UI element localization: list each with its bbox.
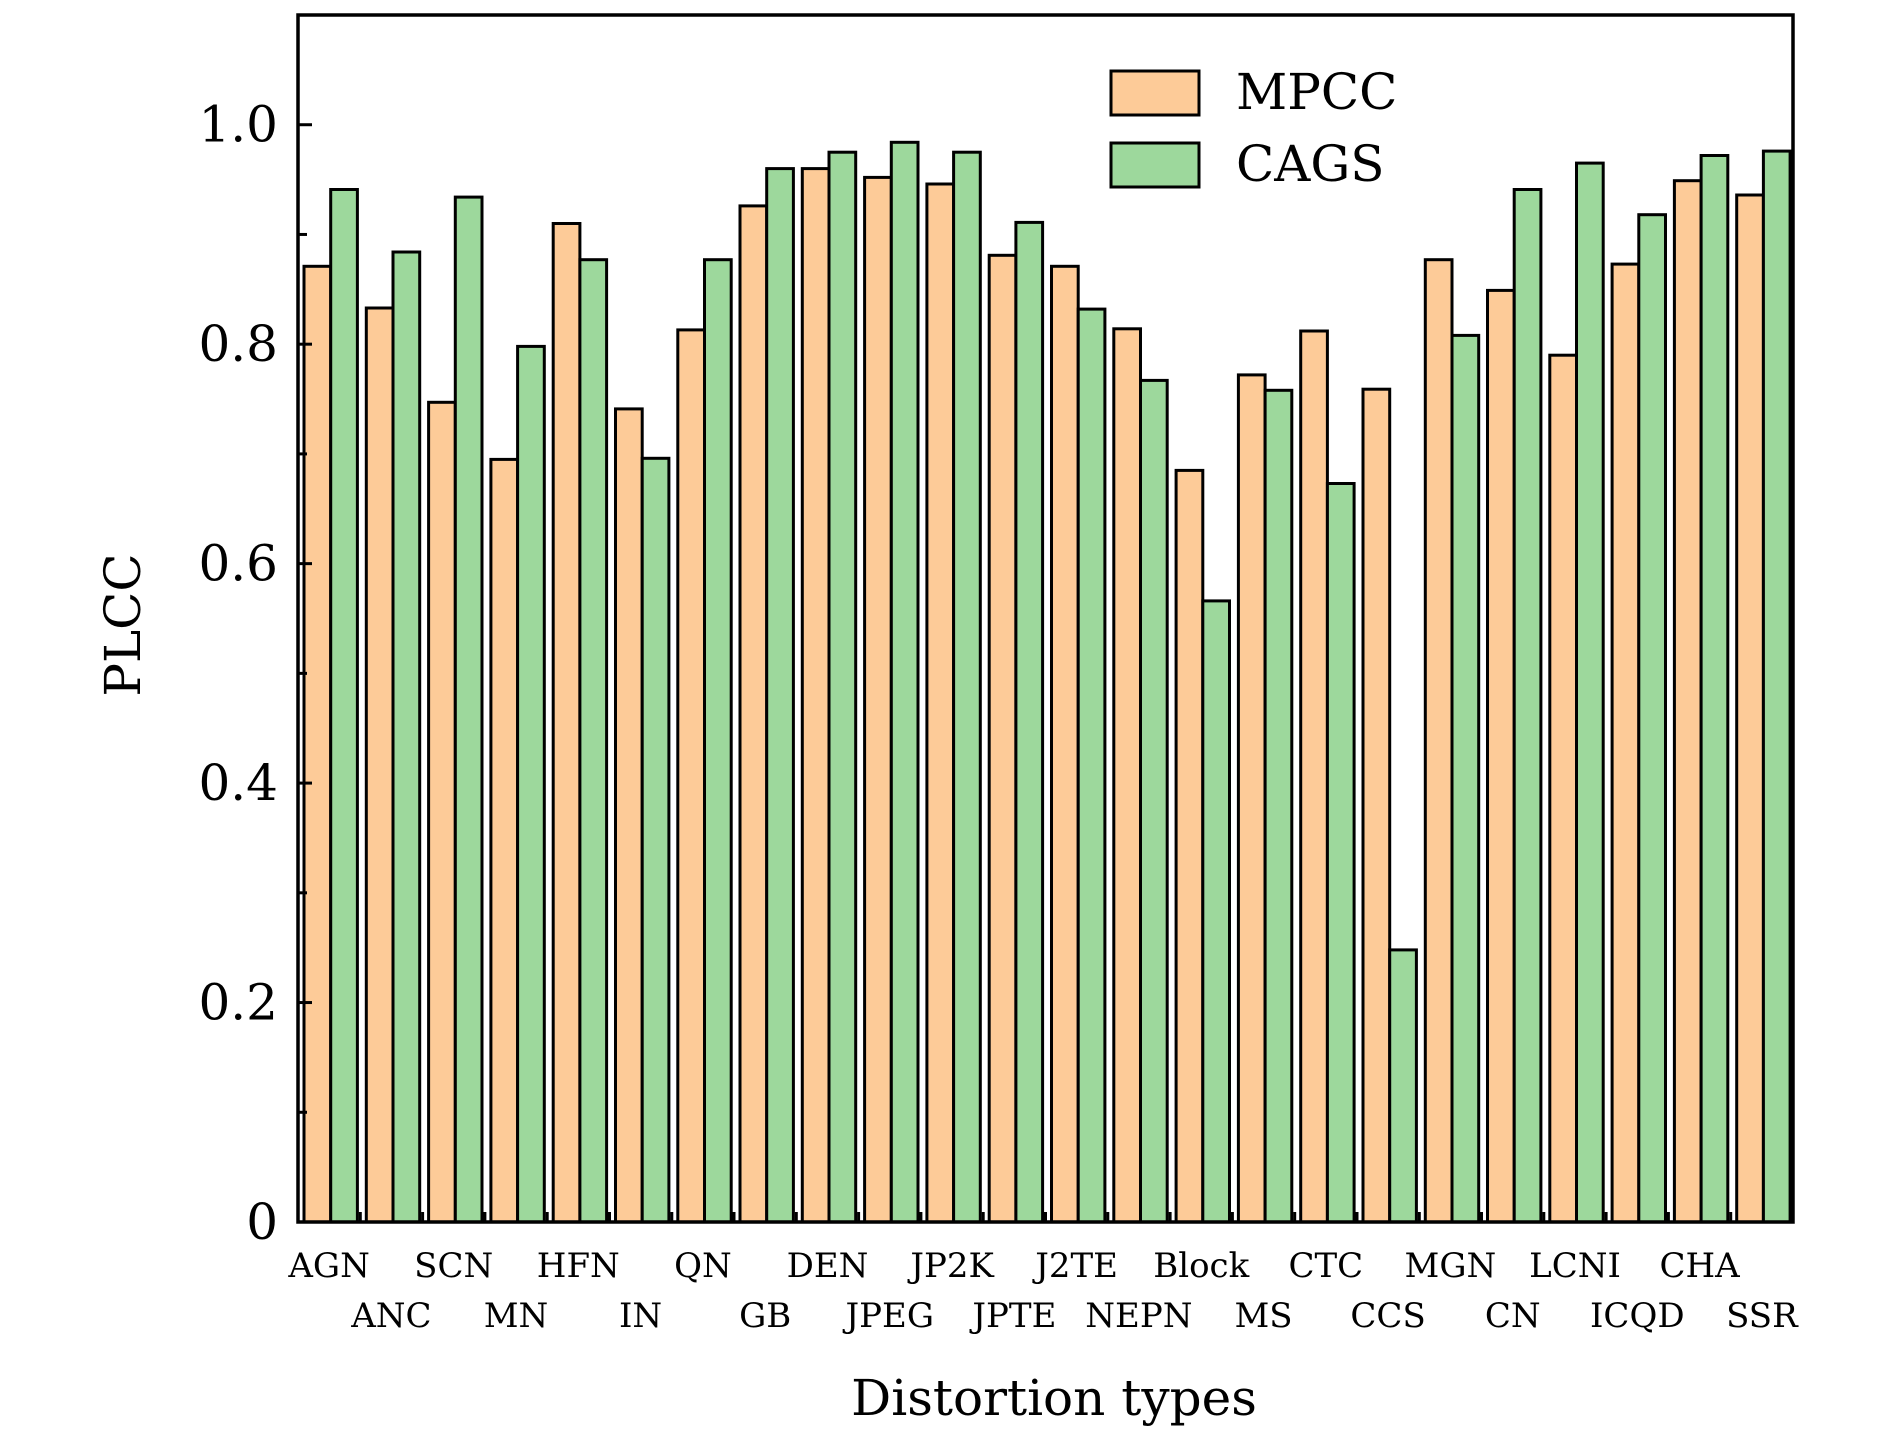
x-tick-label-cha: CHA	[1659, 1246, 1740, 1286]
bar-cags-ms	[1263, 388, 1294, 1224]
bar-cags-jpte	[1014, 220, 1045, 1224]
bar-mpcc-den	[800, 167, 831, 1224]
y-tick-label: 0.2	[198, 974, 278, 1032]
y-tick-label: 1.0	[198, 96, 278, 154]
bar-cags-mgn	[1450, 333, 1481, 1224]
x-tick-label-jpte: JPTE	[969, 1296, 1056, 1336]
x-tick-label-in: IN	[619, 1296, 662, 1336]
bar-mpcc-anc	[364, 306, 395, 1224]
x-tick-label-mgn: MGN	[1405, 1246, 1497, 1286]
bar-cags-ctc	[1325, 482, 1356, 1224]
bar-mpcc-ms	[1236, 373, 1267, 1224]
plot-frame	[296, 13, 1795, 1224]
x-tick-label-mn: MN	[484, 1296, 549, 1336]
legend-swatch-mpcc	[1109, 69, 1201, 117]
bar-cags-block	[1201, 599, 1232, 1224]
y-tick-label: 0.4	[198, 754, 278, 812]
x-tick-label-lcni: LCNI	[1529, 1246, 1621, 1286]
bar-mpcc-jpte	[987, 253, 1018, 1224]
bar-mpcc-qn	[676, 328, 706, 1224]
bar-cags-nepn	[1139, 378, 1169, 1224]
bar-mpcc-ssr	[1735, 193, 1765, 1224]
bar-mpcc-gb	[738, 204, 769, 1224]
bar-cags-gb	[765, 167, 795, 1224]
bar-cags-jpeg	[889, 140, 920, 1224]
x-tick-label-jpeg: JPEG	[843, 1296, 935, 1336]
y-tick-label: 0.6	[198, 535, 278, 593]
x-tick-label-agn: AGN	[287, 1246, 369, 1286]
x-tick-label-jp2k: JP2K	[907, 1246, 994, 1286]
x-tick-label-nepn: NEPN	[1085, 1296, 1192, 1336]
bar-cags-anc	[391, 250, 422, 1224]
x-tick-label-anc: ANC	[350, 1296, 431, 1336]
bar-cags-agn	[329, 188, 359, 1224]
x-tick-label-den: DEN	[787, 1246, 869, 1286]
bar-mpcc-ccs	[1361, 387, 1392, 1224]
x-tick-label-cn: CN	[1485, 1296, 1541, 1336]
x-tick-label-hfn: HFN	[537, 1246, 620, 1286]
bar-mpcc-mn	[489, 457, 520, 1224]
bar-cags-ssr	[1761, 149, 1792, 1224]
bar-mpcc-jpeg	[863, 175, 893, 1224]
bar-mpcc-hfn	[551, 222, 582, 1224]
y-ticks-layer: 0 0.2 0.4 0.6 0.8 1.0	[198, 96, 312, 1251]
bar-cags-mn	[516, 344, 546, 1224]
bar-mpcc-lcni	[1548, 353, 1579, 1224]
bar-mpcc-jp2k	[925, 182, 956, 1224]
x-axis-label: Distortion types	[851, 1369, 1257, 1427]
y-tick-label: 0	[246, 1193, 278, 1251]
bar-mpcc-icqd	[1610, 262, 1641, 1224]
y-axis-label: PLCC	[94, 553, 152, 696]
bar-mpcc-cha	[1672, 179, 1703, 1224]
bar-cags-ccs	[1388, 948, 1418, 1224]
x-tick-label-icqd: ICQD	[1590, 1296, 1685, 1336]
legend-swatch-cags	[1109, 141, 1201, 189]
legend: MPCC CAGS	[1109, 63, 1397, 193]
bar-cags-icqd	[1637, 213, 1668, 1224]
bar-cags-den	[827, 150, 858, 1224]
axes-layer	[296, 13, 1795, 1224]
bar-cags-cn	[1512, 188, 1543, 1224]
x-tick-label-block: Block	[1153, 1246, 1249, 1286]
bar-cags-jp2k	[952, 150, 982, 1224]
x-tick-label-gb: GB	[739, 1296, 791, 1336]
bar-cags-j2te	[1076, 307, 1107, 1224]
bars-layer	[302, 140, 1792, 1224]
x-tick-label-ms: MS	[1234, 1296, 1292, 1336]
x-tick-label-j2te: J2TE	[1032, 1246, 1118, 1286]
bar-mpcc-agn	[302, 264, 333, 1224]
bar-cags-lcni	[1575, 161, 1605, 1224]
legend-label-mpcc: MPCC	[1236, 63, 1397, 121]
y-tick-label: 0.8	[198, 315, 278, 373]
x-tick-label-ssr: SSR	[1726, 1296, 1799, 1336]
bar-mpcc-in	[614, 407, 644, 1224]
x-tick-label-scn: SCN	[414, 1246, 493, 1286]
bar-mpcc-nepn	[1112, 327, 1143, 1224]
legend-label-cags: CAGS	[1236, 135, 1385, 193]
bar-mpcc-scn	[427, 400, 457, 1224]
x-tick-label-ctc: CTC	[1288, 1246, 1363, 1286]
bar-cags-cha	[1699, 154, 1730, 1224]
bar-cags-in	[640, 456, 671, 1224]
bar-mpcc-j2te	[1050, 264, 1080, 1224]
bar-mpcc-cn	[1486, 288, 1516, 1224]
x-tick-label-ccs: CCS	[1350, 1296, 1425, 1336]
bar-cags-hfn	[578, 258, 609, 1224]
x-tick-label-qn: QN	[674, 1246, 732, 1286]
bar-mpcc-mgn	[1423, 258, 1454, 1224]
bar-cags-qn	[703, 258, 733, 1224]
bar-mpcc-block	[1174, 468, 1205, 1224]
bar-mpcc-ctc	[1299, 329, 1329, 1224]
bar-cags-scn	[453, 195, 484, 1224]
